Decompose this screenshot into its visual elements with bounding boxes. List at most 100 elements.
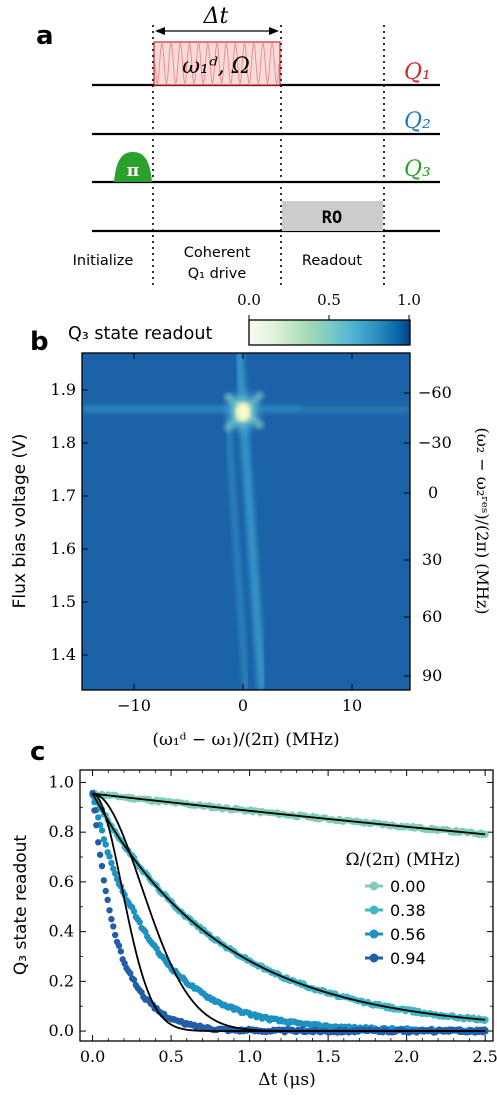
- drive-waveform: [154, 42, 280, 85]
- colorbar-tick-0: 0.0: [237, 291, 261, 309]
- data-point: [106, 853, 113, 860]
- heatmap-y-tick-1: 1.8: [51, 433, 76, 452]
- data-point: [110, 865, 117, 872]
- phase-initialize: Initialize: [73, 253, 134, 269]
- x-tick-label: 1.0: [237, 1047, 262, 1066]
- heatmap-xlabel: (ω₁ᵈ − ω₁)/(2π) (MHz): [152, 730, 339, 750]
- legend-title: Ω/(2π) (MHz): [346, 850, 461, 870]
- heatmap-y-tick-2: 1.7: [51, 486, 76, 505]
- colorbar: [248, 319, 411, 346]
- delta-t-label: Δt: [203, 4, 229, 29]
- panel-a-label: a: [36, 21, 54, 51]
- pi-label: π: [127, 161, 139, 181]
- colorbar-label: Q₃ state readout: [68, 324, 212, 344]
- heatmap-ylabel-right: (ω₂ − ω₂ʳᵉˢ)/(2π) (MHz): [473, 427, 492, 614]
- heatmap-y-ticks-right: [404, 392, 410, 677]
- data-point: [96, 851, 104, 858]
- phase-readout: Readout: [302, 253, 362, 269]
- phase-coherent: Coherent: [184, 245, 251, 261]
- data-point: [104, 896, 111, 904]
- x-tick-label: 2.0: [394, 1047, 419, 1066]
- data-point: [95, 814, 102, 821]
- data-point: [110, 923, 117, 930]
- heatmap-x-tick-0: −10: [117, 696, 151, 715]
- data-point: [113, 875, 121, 883]
- legend-marker: [369, 881, 379, 891]
- y-tick-label: 0.0: [49, 1021, 74, 1040]
- phase-q1-drive: Q₁ drive: [188, 266, 247, 282]
- heatmap-frame: [81, 352, 411, 691]
- legend-label: 0.56: [390, 925, 426, 944]
- y-tick-label: 0.8: [49, 822, 74, 841]
- data-point: [100, 836, 108, 843]
- heatmap-right-tick-5: 90: [422, 666, 442, 685]
- q1-label: Q₁: [404, 60, 431, 85]
- x-tick-label: 0.5: [158, 1047, 183, 1066]
- legend-marker: [369, 929, 379, 939]
- panel-c-label: c: [30, 737, 45, 767]
- data-point: [98, 827, 106, 834]
- heatmap-x-ticks: [133, 353, 353, 690]
- data-point: [108, 859, 115, 867]
- heatmap-right-tick-3: 30: [422, 550, 442, 569]
- heatmap-y-tick-4: 1.5: [51, 592, 76, 611]
- q2-label: Q₂: [404, 109, 431, 134]
- data-point: [102, 887, 109, 895]
- data-point: [93, 821, 100, 829]
- plot-c-frame: [79, 769, 494, 1042]
- legend-marker: [369, 953, 379, 963]
- plot-c-fit-lines: [91, 792, 486, 1032]
- data-point: [95, 839, 102, 846]
- heatmap-y-tick-3: 1.6: [51, 539, 76, 558]
- plot-c-ylabel: Q₃ state readout: [11, 835, 31, 976]
- ro-block: [282, 201, 383, 231]
- plot-c-tick-labels: 0.0 0.5 1.0 1.5 2.0 2.5 0.0 0.2 0.4 0.6 0.8 1.0: [49, 772, 497, 1066]
- heatmap-right-tick-0: −60: [418, 383, 452, 402]
- y-tick-label: 0.2: [49, 971, 74, 990]
- data-point: [108, 915, 115, 923]
- panel-a: a Δt ω₁ᵈ, Ω π RO Q₁ Q₂ Q₃ Initialize Coh…: [36, 4, 440, 285]
- x-tick-label: 1.5: [315, 1047, 340, 1066]
- fit-line: [92, 792, 486, 1032]
- legend: 0.00 0.38 0.56 0.94: [365, 877, 426, 968]
- legend-label: 0.94: [390, 949, 426, 968]
- drive-block: [153, 41, 281, 86]
- y-tick-label: 0.4: [49, 922, 74, 941]
- legend-label: 0.38: [390, 901, 426, 920]
- arrow-head-right-icon: [269, 27, 279, 35]
- heatmap-y-ticks-left: [82, 389, 88, 656]
- heatmap-x-tick-1: 0: [238, 696, 248, 715]
- colorbar-tick-1: 0.5: [317, 291, 341, 309]
- data-point: [117, 948, 125, 955]
- data-point: [127, 970, 134, 977]
- data-point: [100, 877, 108, 884]
- heatmap-right-tick-1: −30: [418, 433, 452, 452]
- heatmap-x-tick-2: 10: [342, 696, 362, 715]
- heatmap-y-tick-0: 1.9: [51, 380, 76, 399]
- panel-b: b Q₃ state readout 0.0 0.5 1.0: [10, 291, 492, 750]
- plot-c-xlabel: Δt (μs): [258, 1070, 316, 1090]
- plot-c-series: [89, 789, 489, 1036]
- pi-pulse: [114, 152, 152, 182]
- y-tick-label: 0.6: [49, 872, 74, 891]
- data-point: [106, 907, 113, 914]
- heatmap-right-tick-4: 60: [422, 607, 442, 626]
- arrow-head-left-icon: [155, 27, 165, 35]
- legend-label: 0.00: [390, 877, 426, 896]
- plot-c-ticks: [80, 770, 493, 1041]
- x-tick-label: 2.5: [472, 1047, 497, 1066]
- data-point: [115, 942, 123, 949]
- panel-b-label: b: [30, 327, 49, 357]
- data-point: [91, 807, 98, 814]
- heatmap-y-tick-5: 1.4: [51, 645, 76, 664]
- drive-label: ω₁ᵈ, Ω: [182, 54, 250, 79]
- data-point: [98, 862, 106, 870]
- colorbar-tick-2: 1.0: [397, 291, 421, 309]
- y-tick-label: 1.0: [49, 772, 74, 791]
- x-tick-label: 0.0: [80, 1047, 105, 1066]
- data-point: [136, 918, 143, 926]
- data-point: [102, 841, 109, 848]
- data-point: [130, 976, 138, 984]
- fit-line: [91, 793, 486, 1021]
